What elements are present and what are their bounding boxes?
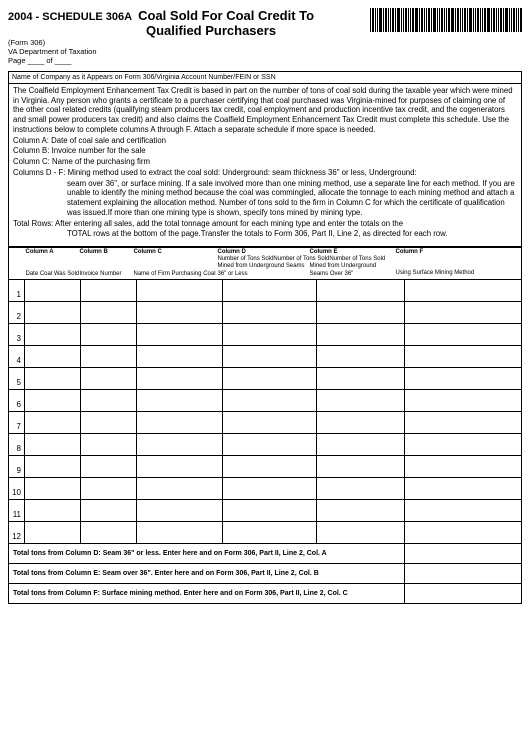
table-row: 12 [9,521,522,543]
total-rows-label-2: TOTAL rows at the bottom of the page.Tra… [13,229,517,239]
col-df-label-2: seam over 36", or surface mining. If a s… [13,179,517,218]
form-header: 2004 - SCHEDULE 306A Coal Sold For Coal … [8,8,522,65]
table-row: 7 [9,411,522,433]
table-row: 3 [9,323,522,345]
instructions-block: The Coalfield Employment Enhancement Tax… [8,84,522,247]
department: VA Department of Taxation [8,47,522,56]
total-rows-label-1: Total Rows: After entering all sales, ad… [13,219,517,229]
table-row: 11 [9,499,522,521]
table-row: 4 [9,345,522,367]
col-b-label: Column B: Invoice number for the sale [13,146,517,156]
instructions-intro: The Coalfield Employment Enhancement Tax… [13,86,517,135]
table-row: 6 [9,389,522,411]
table-row: 2 [9,301,522,323]
form-title-1: Coal Sold For Coal Credit To [138,8,314,23]
table-row: 1 [9,279,522,301]
form-number: (Form 306) [8,38,522,47]
table-row: 5 [9,367,522,389]
col-c-label: Column C: Name of the purchasing firm [13,157,517,167]
col-a-label: Column A: Date of coal sale and certific… [13,136,517,146]
company-name-field-label: Name of Company as it Appears on Form 30… [8,71,522,84]
total-row-d: Total tons from Column D: Seam 36" or le… [9,543,522,563]
page-indicator: Page ____ of ____ [8,56,522,65]
table-column-header: Column AColumn BColumn CColumn DColumn E… [25,248,522,280]
barcode-icon [370,8,522,32]
col-df-label-1: Columns D - F: Mining method used to ext… [13,168,517,178]
table-row: 8 [9,433,522,455]
total-row-e: Total tons from Column E: Seam over 36".… [9,563,522,583]
data-table: Column AColumn BColumn CColumn DColumn E… [8,247,522,604]
year-schedule: 2004 - SCHEDULE 306A [8,11,132,23]
total-row-f: Total tons from Column F: Surface mining… [9,583,522,603]
table-row: 10 [9,477,522,499]
table-row: 9 [9,455,522,477]
